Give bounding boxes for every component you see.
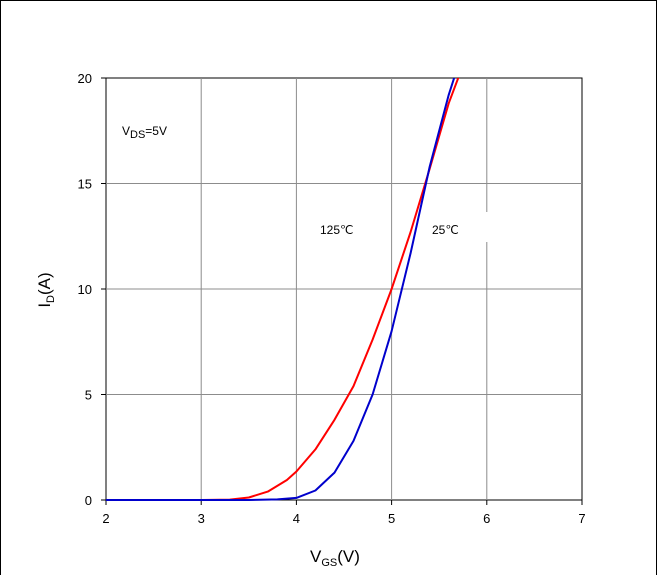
x-tick-label: 5 [388, 511, 395, 526]
x-tick-label: 3 [198, 511, 205, 526]
y-tick-label: 15 [78, 177, 92, 192]
y-tick-label: 10 [78, 282, 92, 297]
x-tick-label: 2 [102, 511, 109, 526]
y-tick-label: 20 [78, 71, 92, 86]
x-tick-label: 4 [293, 511, 300, 526]
x-tick-label: 6 [483, 511, 490, 526]
series-line-25c [106, 78, 456, 501]
label-125c: 125℃ [320, 223, 354, 237]
series-line-125c [106, 78, 460, 501]
x-tick-label: 7 [578, 511, 585, 526]
y-axis-label: ID(A) [35, 272, 57, 307]
y-tick-label: 0 [85, 493, 92, 508]
vds-condition-label: VDS=5V [122, 124, 167, 141]
label-25c: 25℃ [432, 223, 459, 237]
y-tick-label: 5 [85, 388, 92, 403]
series-lines [106, 78, 460, 501]
x-axis-label: VGS(V) [310, 547, 360, 569]
grid [106, 78, 582, 500]
label-background [425, 212, 488, 242]
